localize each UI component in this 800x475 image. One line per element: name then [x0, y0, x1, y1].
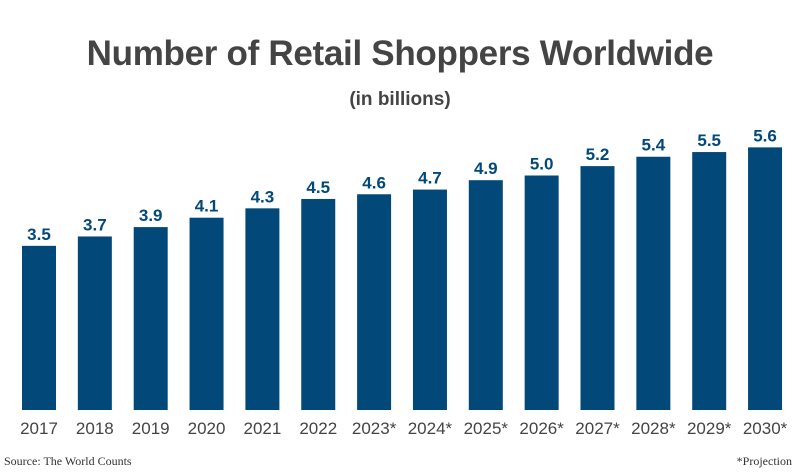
data-label: 3.7 — [83, 215, 107, 234]
data-label: 4.5 — [306, 178, 330, 197]
x-tick-label: 2023* — [352, 419, 397, 438]
x-tick-label: 2027* — [575, 419, 620, 438]
bar-2029* — [692, 152, 727, 411]
x-tick-label: 2025* — [464, 419, 509, 438]
bar-2017 — [22, 245, 56, 410]
chart-subtitle: (in billions) — [349, 89, 451, 110]
bar-2022 — [301, 198, 336, 410]
data-label: 5.4 — [642, 136, 666, 155]
x-tick-label: 2022 — [299, 419, 337, 438]
x-tick-label: 2020 — [188, 419, 226, 438]
data-label: 5.0 — [530, 155, 554, 174]
data-label: 4.9 — [474, 159, 498, 178]
x-tick-label: 2017 — [20, 419, 58, 438]
chart-title: Number of Retail Shoppers Worldwide — [86, 34, 714, 73]
data-label: 4.3 — [251, 187, 275, 206]
data-label: 5.2 — [586, 145, 610, 164]
bar-2023* — [357, 194, 392, 410]
bar-2030* — [748, 147, 783, 411]
data-label: 3.9 — [139, 206, 163, 225]
x-tick-label: 2029* — [687, 419, 732, 438]
bar-2025* — [468, 180, 503, 410]
bar-2028* — [636, 156, 671, 410]
x-tick-label: 2024* — [408, 419, 453, 438]
bar-2019 — [133, 227, 168, 410]
x-tick-label: 2030* — [743, 419, 788, 438]
x-tick-label: 2021 — [243, 419, 281, 438]
x-tick-label: 2028* — [631, 419, 676, 438]
data-label: 5.6 — [753, 126, 777, 145]
bar-2021 — [245, 208, 280, 410]
bar-2026* — [524, 175, 559, 410]
data-label: 4.1 — [195, 197, 219, 216]
data-label: 3.5 — [27, 225, 51, 244]
x-tick-label: 2019 — [132, 419, 170, 438]
bar-2018 — [77, 236, 112, 410]
projection-note: *Projection — [736, 454, 792, 468]
data-label: 4.6 — [362, 173, 386, 192]
data-label: 4.7 — [418, 169, 442, 188]
bar-2020 — [189, 217, 224, 410]
source-note: Source: The World Counts — [4, 454, 132, 468]
x-tick-label: 2018 — [76, 419, 114, 438]
bar-2027* — [580, 166, 615, 410]
data-label: 5.5 — [697, 131, 721, 150]
x-tick-label: 2026* — [519, 419, 564, 438]
bar-2024* — [412, 189, 447, 410]
